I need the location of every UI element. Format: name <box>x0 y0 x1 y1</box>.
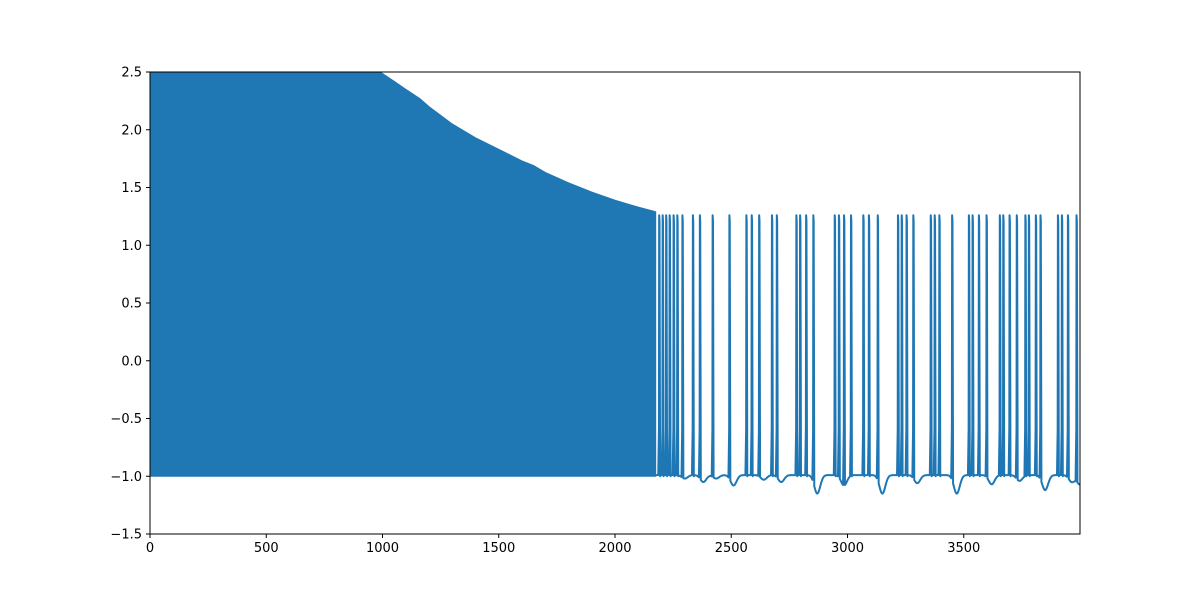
x-tick-label: 2000 <box>598 541 631 556</box>
y-tick-label: 2.0 <box>121 123 142 138</box>
y-tick-label: −0.5 <box>110 412 142 427</box>
x-tick-label: 500 <box>254 541 279 556</box>
x-tick-label: 3500 <box>947 541 980 556</box>
x-tick-label: 2500 <box>715 541 748 556</box>
axes-layer: 0 500 1000 1500 2000 2500 3000 3500 −1.5 −1.0 −0.5… <box>110 66 980 557</box>
x-tick-label: 0 <box>146 541 154 556</box>
y-tick-label: 1.0 <box>121 239 142 254</box>
dense-spike-band <box>150 72 657 477</box>
x-tick-label: 1500 <box>482 541 515 556</box>
y-tick-label: 0.5 <box>121 297 142 312</box>
series-layer <box>150 72 1080 495</box>
x-tick-label: 1000 <box>366 541 399 556</box>
y-tick-label: −1.5 <box>110 528 142 543</box>
y-tick-label: 2.5 <box>121 66 142 81</box>
y-tick-label: −1.0 <box>110 470 142 485</box>
y-tick-label: 0.0 <box>121 354 142 369</box>
plot-frame <box>149 71 1081 535</box>
x-tick-label: 3000 <box>831 541 864 556</box>
y-tick-label: 1.5 <box>121 181 142 196</box>
